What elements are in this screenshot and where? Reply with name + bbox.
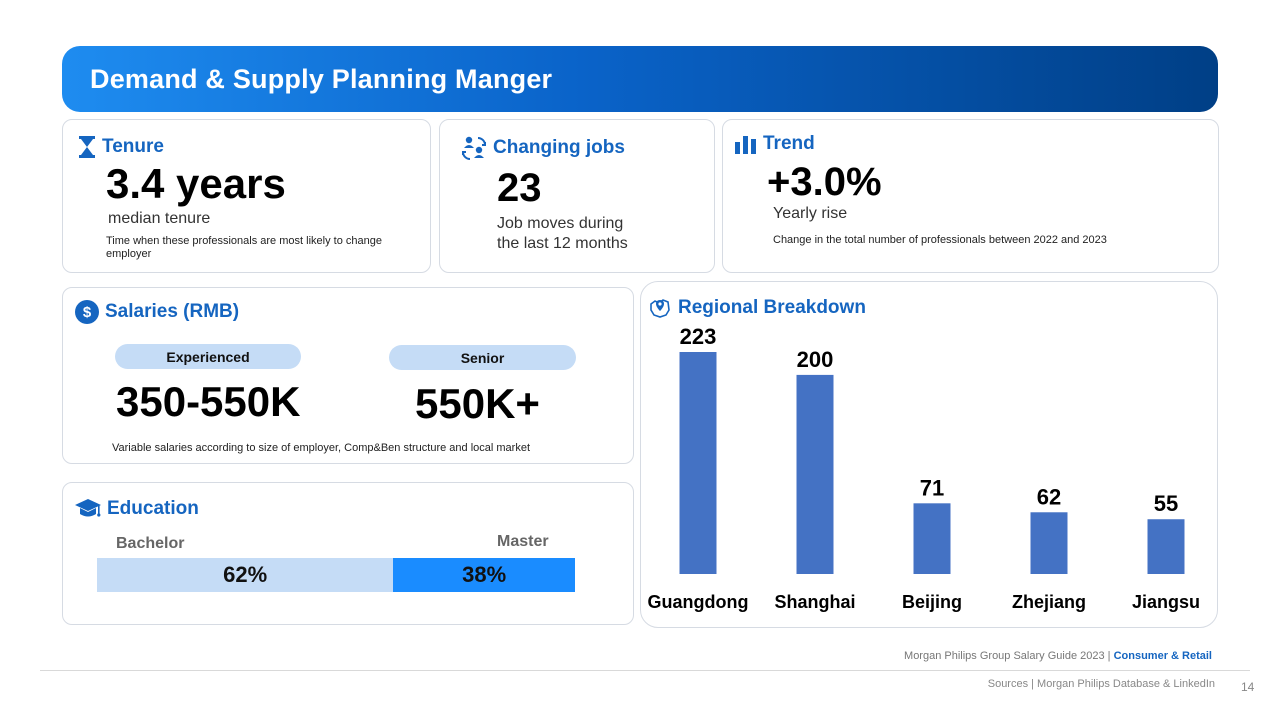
footer-guide-accent: Consumer & Retail [1113, 650, 1212, 662]
changing-jobs-value: 23 [497, 166, 542, 210]
graduation-cap-icon [75, 497, 101, 521]
category-label-shanghai: Shanghai [774, 592, 855, 612]
bar-shanghai [796, 374, 834, 574]
tenure-label: median tenure [108, 210, 211, 227]
changing-jobs-label-line2: the last 12 months [497, 235, 628, 252]
trend-title-text: Trend [763, 133, 815, 154]
bar-beijing [913, 503, 951, 574]
master-label: Master [497, 533, 549, 550]
education-title-text: Education [107, 498, 199, 519]
trend-label: Yearly rise [773, 205, 848, 222]
header-banner: Demand & Supply Planning Manger [62, 46, 1218, 112]
regional-bar-chart: 223 Guangdong 200 Shanghai 71 Beijing 62 Zhejia… [648, 324, 1201, 612]
bar-guangdong [679, 352, 717, 574]
bar-zhejiang [1030, 512, 1068, 574]
trend-title: Trend [735, 133, 815, 155]
trend-card [722, 119, 1219, 273]
changing-jobs-title-text: Changing jobs [493, 137, 625, 158]
footer-guide-prefix: Morgan Philips Group Salary Guide 2023 | [904, 650, 1111, 662]
bachelor-segment: 62% [97, 558, 394, 592]
changing-jobs-title: Changing jobs [461, 135, 625, 161]
regional-title-text: Regional Breakdown [678, 297, 866, 318]
bachelor-pct-label: 62% [223, 562, 268, 587]
education-card [62, 482, 634, 625]
salaries-title-text: Salaries (RMB) [105, 301, 240, 322]
changing-jobs-label-line1: Job moves during [497, 215, 624, 232]
master-pct-label: 38% [462, 562, 507, 587]
hourglass-icon [78, 136, 96, 158]
tenure-card [62, 119, 431, 273]
education-title: Education [75, 497, 199, 521]
tenure-title: Tenure [78, 136, 164, 158]
experienced-pill: Experienced [115, 344, 301, 369]
salaries-title: $ Salaries (RMB) [75, 300, 239, 324]
category-label-guangdong: Guangdong [648, 592, 749, 612]
footer-sources: Sources | Morgan Philips Database & Link… [987, 678, 1215, 690]
trend-value: +3.0% [767, 160, 882, 204]
senior-value: 550K+ [415, 380, 540, 427]
bar-chart-icon [735, 134, 757, 154]
value-label-zhejiang: 62 [1037, 484, 1061, 509]
value-label-jiangsu: 55 [1154, 491, 1178, 516]
category-label-beijing: Beijing [902, 592, 962, 612]
dollar-icon: $ [75, 300, 99, 324]
senior-pill: Senior [389, 345, 576, 370]
salaries-card [62, 287, 634, 464]
category-label-jiangsu: Jiangsu [1132, 592, 1200, 612]
category-label-zhejiang: Zhejiang [1012, 592, 1086, 612]
bar-jiangsu [1147, 519, 1185, 574]
master-segment: 38% [393, 558, 575, 592]
salaries-note: Variable salaries according to size of e… [112, 442, 530, 454]
page-number: 14 [1241, 680, 1255, 694]
page-title: Demand & Supply Planning Manger [90, 63, 553, 94]
value-label-guangdong: 223 [680, 324, 717, 349]
bachelor-label: Bachelor [116, 535, 185, 552]
people-swap-icon [461, 135, 487, 161]
education-bar: 62% 38% [97, 558, 575, 592]
value-label-beijing: 71 [920, 475, 944, 500]
tenure-value: 3.4 years [106, 160, 286, 207]
tenure-note: Time when these professionals are most l… [106, 235, 382, 260]
footer-divider [40, 670, 1250, 671]
svg-text:$: $ [83, 304, 92, 321]
experienced-value: 350-550K [116, 378, 301, 425]
map-pin-icon [648, 296, 672, 320]
trend-note: Change in the total number of profession… [773, 234, 1107, 246]
tenure-title-text: Tenure [102, 136, 164, 157]
value-label-shanghai: 200 [797, 347, 834, 372]
footer-guide: Morgan Philips Group Salary Guide 2023 |… [904, 650, 1212, 662]
regional-title: Regional Breakdown [648, 296, 866, 320]
